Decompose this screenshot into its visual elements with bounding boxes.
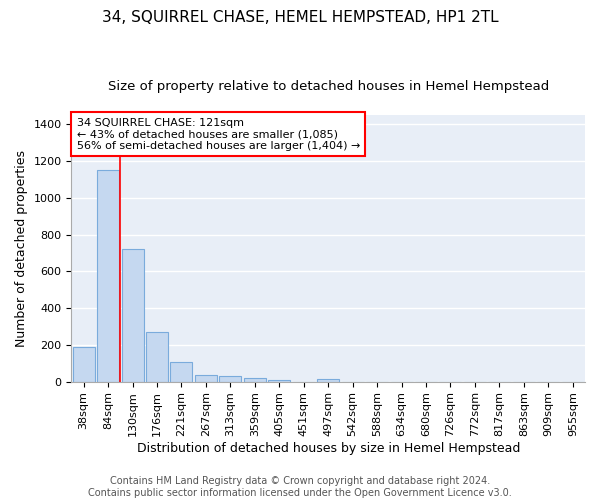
Bar <box>73 346 95 382</box>
Text: Contains HM Land Registry data © Crown copyright and database right 2024.
Contai: Contains HM Land Registry data © Crown c… <box>88 476 512 498</box>
Bar <box>268 380 290 382</box>
Bar <box>122 249 143 382</box>
Text: 34 SQUIRREL CHASE: 121sqm
← 43% of detached houses are smaller (1,085)
56% of se: 34 SQUIRREL CHASE: 121sqm ← 43% of detac… <box>77 118 360 151</box>
Y-axis label: Number of detached properties: Number of detached properties <box>15 150 28 347</box>
Bar <box>195 375 217 382</box>
Bar <box>244 378 266 382</box>
Bar <box>317 379 339 382</box>
X-axis label: Distribution of detached houses by size in Hemel Hempstead: Distribution of detached houses by size … <box>137 442 520 455</box>
Bar <box>146 332 168 382</box>
Bar <box>220 376 241 382</box>
Bar <box>97 170 119 382</box>
Text: 34, SQUIRREL CHASE, HEMEL HEMPSTEAD, HP1 2TL: 34, SQUIRREL CHASE, HEMEL HEMPSTEAD, HP1… <box>101 10 499 25</box>
Bar <box>170 362 193 382</box>
Title: Size of property relative to detached houses in Hemel Hempstead: Size of property relative to detached ho… <box>107 80 549 93</box>
